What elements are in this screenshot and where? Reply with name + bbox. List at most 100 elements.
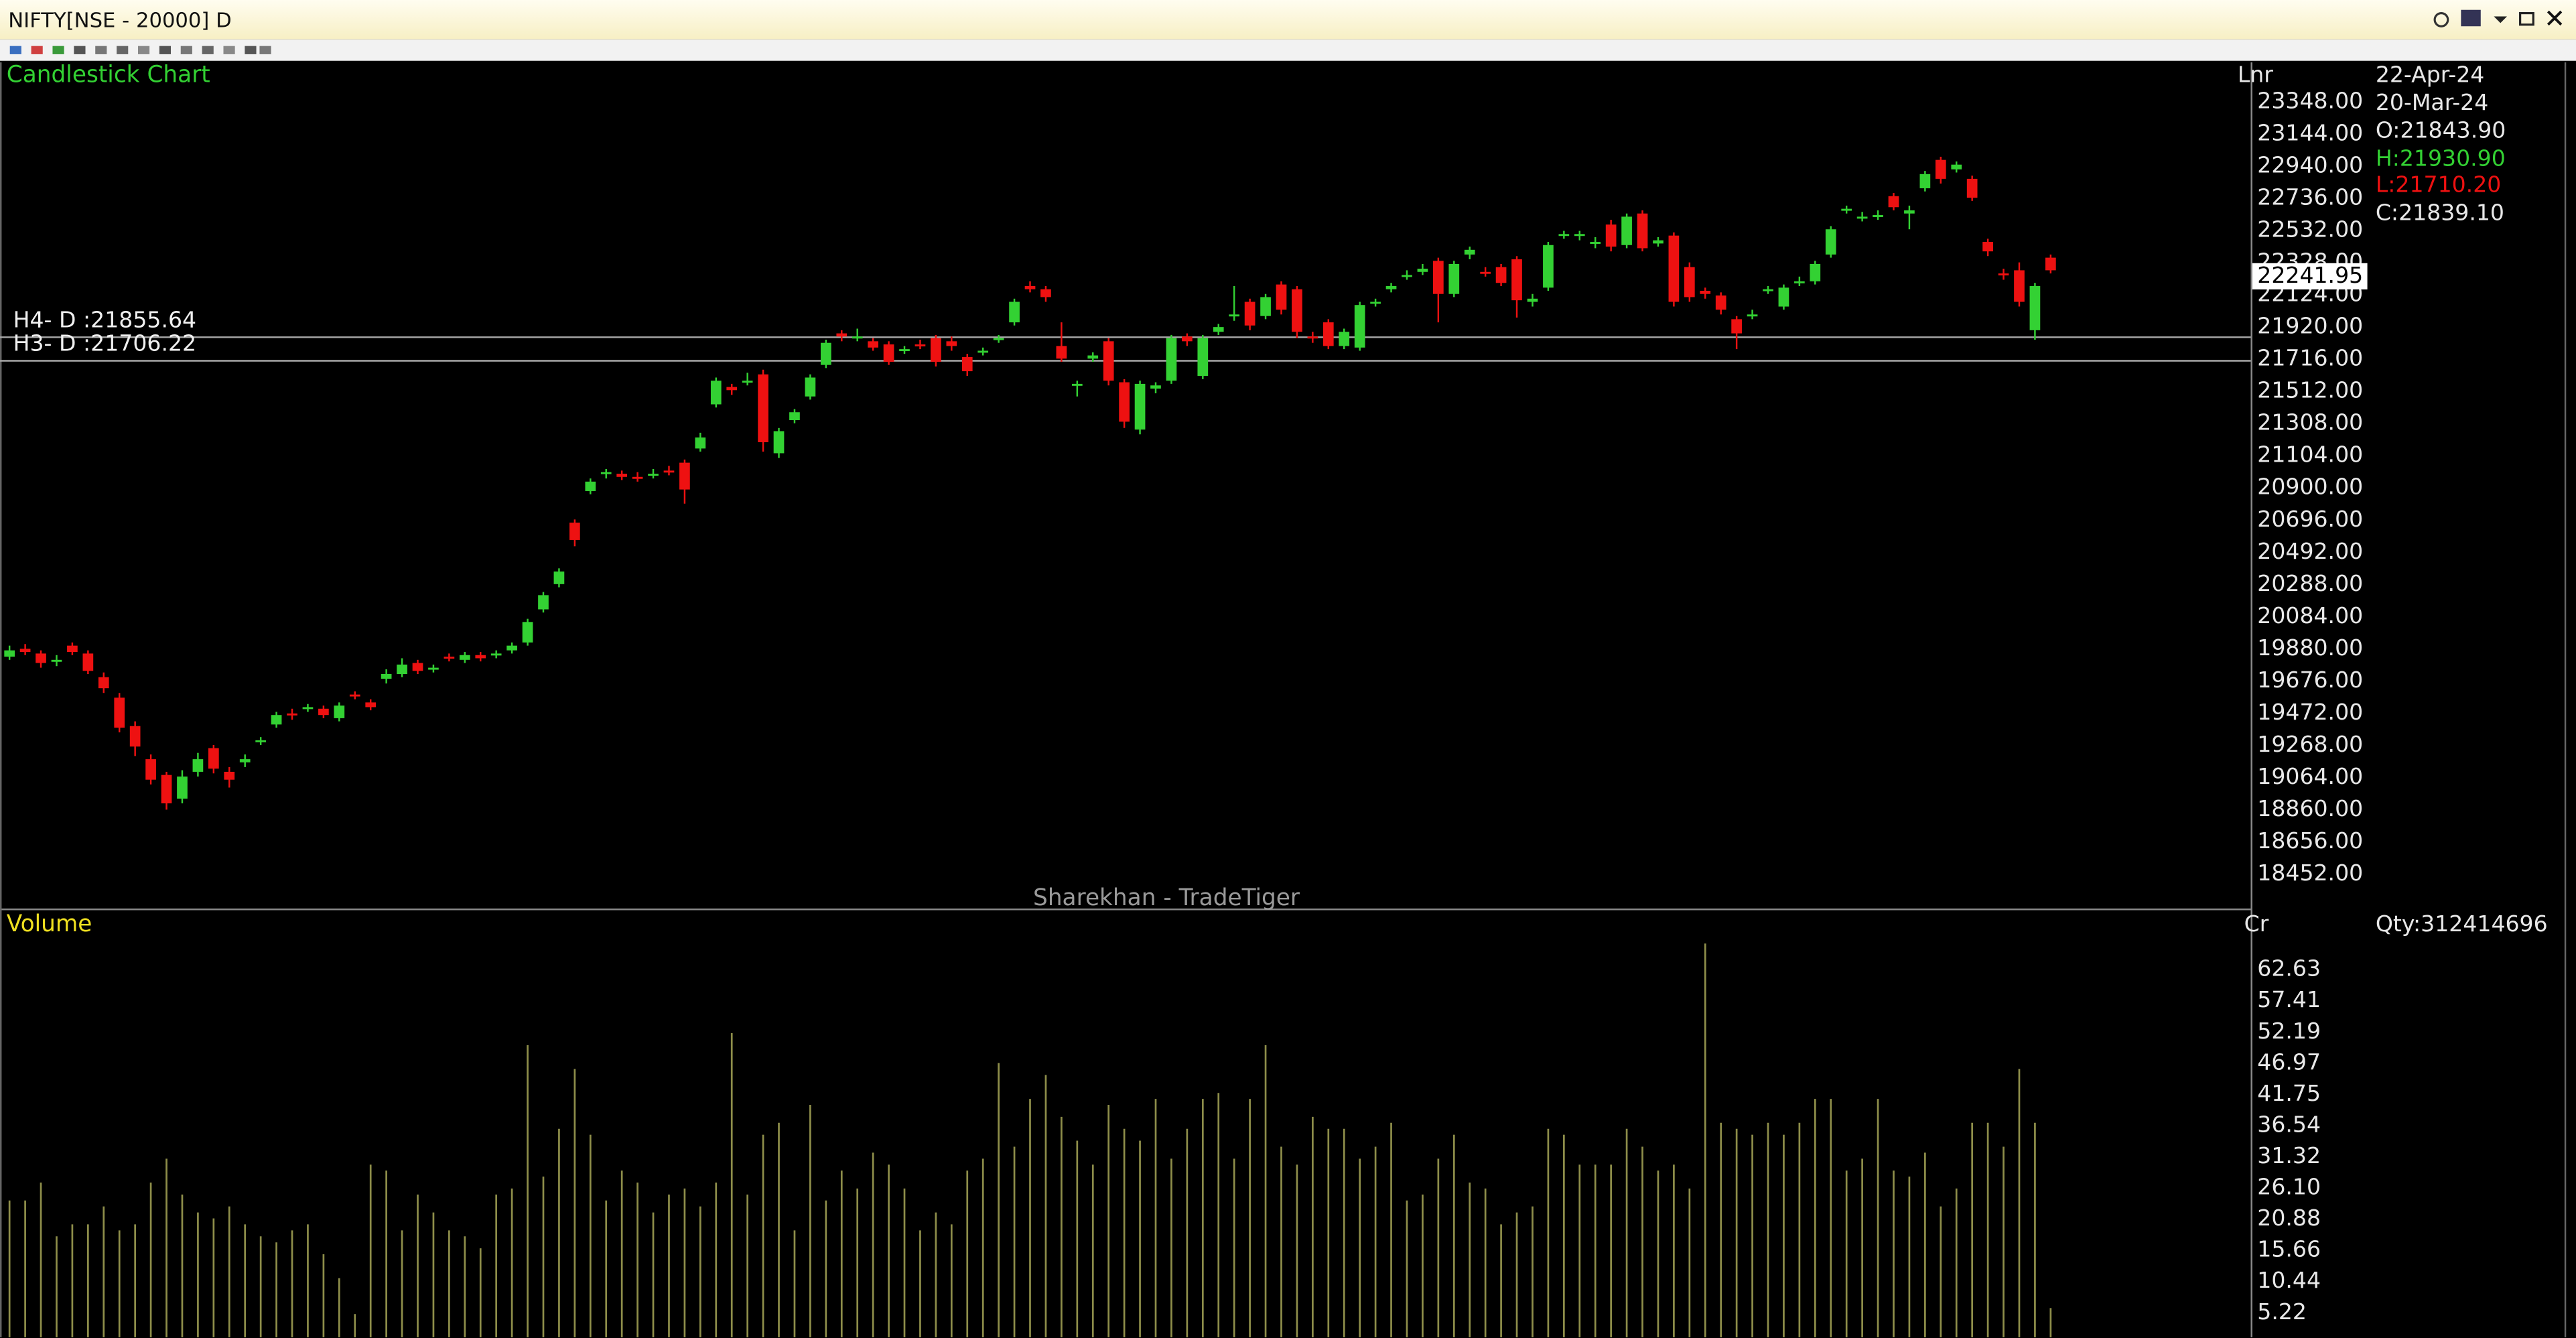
level-label: H3- D :21706.22 — [13, 330, 196, 356]
candle-body — [444, 657, 455, 659]
candle-body — [1856, 216, 1868, 219]
candle-body — [1574, 234, 1585, 237]
candle-body — [538, 595, 549, 610]
window-controls[interactable] — [2433, 9, 2563, 27]
candle-body — [224, 771, 235, 780]
candle-body — [1087, 355, 1099, 359]
y-tick-label: 20900.00 — [2257, 474, 2363, 500]
candle-body — [459, 655, 470, 660]
y-tick-label: 46.97 — [2257, 1049, 2321, 1075]
toolbar-icons[interactable] — [9, 46, 271, 54]
candle-body — [553, 572, 565, 584]
candle-body — [773, 431, 785, 454]
candle-body — [1935, 159, 1946, 179]
candle-body — [4, 650, 15, 657]
candle-body — [1700, 291, 1711, 294]
candle-body — [977, 350, 989, 353]
close-icon[interactable] — [2547, 10, 2563, 26]
screen-icon[interactable] — [2461, 9, 2481, 27]
info-low: L:21710.20 — [2376, 172, 2502, 198]
y-tick-label: 23144.00 — [2257, 120, 2363, 146]
candle-body — [208, 748, 219, 769]
dropdown-icon[interactable] — [2494, 16, 2508, 23]
tool-icon[interactable] — [31, 46, 43, 54]
candle-body — [1778, 287, 1789, 307]
candle-body — [1402, 275, 1412, 277]
candle-body — [1653, 240, 1664, 244]
y-tick-label: 36.54 — [2257, 1111, 2321, 1137]
volume-unit: Cr — [2244, 911, 2269, 937]
candle-body — [993, 338, 1004, 340]
candle-body — [428, 667, 439, 670]
tool-icon[interactable] — [202, 46, 214, 54]
candle-body — [1480, 271, 1491, 274]
toolbar — [0, 39, 2576, 61]
tool-icon[interactable] — [245, 46, 257, 54]
y-tick-label: 19268.00 — [2257, 731, 2363, 757]
candle-body — [1637, 213, 1648, 249]
y-tick-label: 19676.00 — [2257, 667, 2363, 693]
candle-body — [1873, 215, 1883, 217]
candle-body — [1715, 295, 1726, 310]
candle-body — [616, 474, 628, 477]
y-tick-label: 23348.00 — [2257, 88, 2363, 114]
candle-body — [1292, 289, 1302, 332]
tool-icon[interactable] — [180, 46, 192, 54]
y-tick-label: 41.75 — [2257, 1080, 2321, 1106]
candle-body — [946, 341, 957, 346]
y-tick-label: 18860.00 — [2257, 795, 2363, 821]
candle-body — [1339, 332, 1350, 346]
y-tick-label: 5.22 — [2257, 1298, 2307, 1325]
y-tick-label: 21716.00 — [2257, 345, 2363, 371]
y-tick-label: 20084.00 — [2257, 602, 2363, 628]
y-tick-label: 21308.00 — [2257, 409, 2363, 436]
y-tick-label: 31.32 — [2257, 1142, 2321, 1168]
candle-body — [1810, 264, 1821, 281]
candle-body — [98, 677, 109, 689]
candle-body — [192, 759, 204, 772]
title-bar — [0, 0, 2576, 40]
tool-icon[interactable] — [223, 46, 235, 54]
candle-body — [648, 474, 659, 476]
candle-body — [1244, 302, 1256, 326]
info-quantity: Qty:312414696 — [2376, 911, 2548, 937]
candle-body — [2029, 285, 2041, 330]
candle-body — [1998, 273, 2009, 276]
y-tick-label: 21920.00 — [2257, 313, 2363, 339]
candle-body — [67, 645, 78, 653]
watermark: Sharekhan - TradeTiger — [1033, 884, 1300, 911]
candle-body — [397, 664, 407, 675]
tool-icon[interactable] — [117, 46, 129, 54]
candle-body — [585, 481, 596, 491]
search-icon[interactable] — [2433, 12, 2449, 27]
info-date: 20-Mar-24 — [2376, 89, 2488, 115]
candle-body — [1951, 164, 1962, 170]
tool-icon[interactable] — [137, 46, 150, 54]
candle-body — [522, 622, 533, 643]
tool-icon[interactable] — [9, 46, 21, 54]
candle-body — [600, 472, 612, 474]
candle-body — [1495, 267, 1507, 283]
candle-body — [1229, 314, 1240, 317]
candle-body — [490, 653, 502, 656]
candle-body — [1747, 314, 1758, 317]
candle-body — [1684, 267, 1695, 297]
y-tick-label: 26.10 — [2257, 1174, 2321, 1200]
candle-body — [1182, 336, 1193, 342]
candle-body — [632, 476, 643, 479]
candle-body — [1794, 281, 1805, 283]
candle-body — [663, 470, 675, 473]
tool-icon[interactable] — [259, 46, 271, 54]
tool-icon[interactable] — [74, 46, 86, 54]
tool-icon[interactable] — [52, 46, 64, 54]
tool-icon[interactable] — [159, 46, 172, 54]
restore-icon[interactable] — [2519, 12, 2534, 26]
candle-body — [1888, 196, 1899, 208]
candle-body — [961, 356, 973, 372]
y-tick-label: 19472.00 — [2257, 699, 2363, 725]
tool-icon[interactable] — [95, 46, 107, 54]
y-tick-label: 21512.00 — [2257, 377, 2363, 403]
y-tick-label: 19880.00 — [2257, 634, 2363, 661]
candle-body — [1432, 261, 1444, 294]
